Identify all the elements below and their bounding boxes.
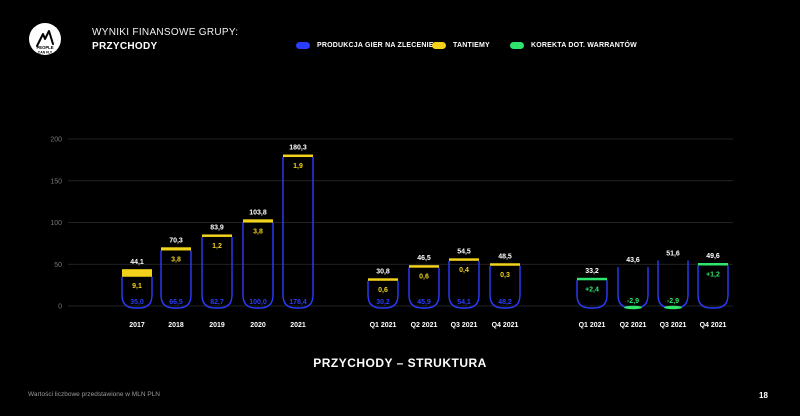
production-label: 35,0 — [130, 299, 144, 306]
bar-production — [576, 280, 608, 309]
y-tick-label: 100 — [50, 220, 62, 227]
y-tick-label: 0 — [58, 304, 62, 311]
total-label: 48,5 — [498, 253, 512, 260]
total-label: 103,8 — [249, 209, 267, 216]
x-tick-label: Q3 2021 — [660, 322, 687, 329]
bar-production — [448, 260, 480, 309]
legend-label-production: PRODUKCJA GIER NA ZLECENIE — [317, 42, 434, 49]
legend-label-royalties: TANTIEMY — [453, 42, 490, 49]
legend-item-warrants: KOREKTA DOT. WARRANTÓW — [510, 42, 637, 49]
x-tick-label: Q4 2021 — [700, 322, 727, 329]
bar-production — [489, 265, 521, 309]
production-label: 30,2 — [376, 299, 390, 306]
y-tick-label: 50 — [54, 262, 62, 269]
royalties-label: 3,8 — [171, 256, 181, 263]
labels-layer: 44,1 9,1 35,0 2017 70,3 3,8 66,5 2018 83,9 1,2 82,… — [129, 145, 726, 329]
total-label: 30,8 — [376, 268, 390, 275]
royalties-label: 1,2 — [212, 243, 222, 250]
warrants-label: +2,4 — [585, 286, 599, 293]
page-number: 18 — [759, 391, 768, 400]
x-tick-label: Q2 2021 — [411, 322, 438, 329]
total-label: 51,6 — [666, 250, 680, 257]
bar-royalties — [243, 219, 273, 223]
bars-layer — [121, 154, 729, 310]
royalties-label: 1,9 — [293, 163, 303, 170]
y-tick-label: 200 — [50, 137, 62, 144]
company-logo: PEOPLE CAN FLY — [29, 23, 61, 55]
x-tick-label: Q2 2021 — [620, 322, 647, 329]
bar-production — [697, 265, 729, 309]
bar-warrants — [624, 305, 642, 310]
header-subtitle: PRZYCHODY — [92, 41, 158, 52]
x-tick-label: Q4 2021 — [492, 322, 519, 329]
total-label: 70,3 — [169, 237, 183, 244]
production-label: 48,2 — [498, 299, 512, 306]
warrants-label: -2,9 — [627, 298, 639, 305]
bar-production — [121, 276, 153, 309]
total-label: 33,2 — [585, 268, 599, 275]
royalties-label: 0,3 — [500, 272, 510, 279]
y-tick-label: 150 — [50, 178, 62, 185]
legend-swatch-warrants — [510, 42, 524, 49]
chart-title: PRZYCHODY – STRUKTURA — [313, 356, 487, 370]
production-label: 66,5 — [169, 299, 183, 306]
bar-warrants — [698, 263, 728, 266]
x-tick-label: Q3 2021 — [451, 322, 478, 329]
bar-warrants — [664, 305, 682, 310]
royalties-label: 9,1 — [132, 283, 142, 290]
x-tick-label: 2020 — [250, 322, 266, 329]
total-label: 49,6 — [706, 253, 720, 260]
royalties-label: 3,8 — [253, 229, 263, 236]
bar-production — [160, 250, 192, 309]
total-label: 44,1 — [130, 259, 144, 266]
bar-production — [242, 222, 274, 309]
logo-text-bottom: CAN FLY — [38, 51, 53, 55]
bar-production — [201, 236, 233, 309]
royalties-label: 0,6 — [419, 274, 429, 281]
bar-production — [408, 267, 440, 309]
x-tick-label: Q1 2021 — [579, 322, 606, 329]
total-label: 46,5 — [417, 255, 431, 262]
legend-swatch-production — [296, 42, 310, 49]
bar-royalties — [122, 269, 152, 277]
legend-item-production: PRODUKCJA GIER NA ZLECENIE — [296, 42, 434, 49]
legend-label-warrants: KOREKTA DOT. WARRANTÓW — [531, 42, 637, 49]
bar-warrants — [577, 277, 607, 281]
bar-production — [367, 280, 399, 309]
x-tick-label: 2018 — [168, 322, 184, 329]
total-label: 83,9 — [210, 224, 224, 231]
x-tick-label: 2019 — [209, 322, 225, 329]
bar-royalties — [449, 258, 479, 261]
total-label: 54,5 — [457, 248, 471, 255]
production-label: 45,9 — [417, 299, 431, 306]
grid-layer: 0 50 100 150 200 — [50, 137, 733, 311]
royalties-label: 0,6 — [378, 287, 388, 294]
total-label: 43,6 — [626, 257, 640, 264]
logo-text-top: PEOPLE — [37, 45, 54, 50]
x-tick-label: 2021 — [290, 322, 306, 329]
header-title: WYNIKI FINANSOWE GRUPY: — [92, 27, 239, 38]
bar-royalties — [161, 247, 191, 251]
bar-royalties — [283, 154, 313, 158]
footnote: Wartości liczbowe przedstawione w MLN PL… — [28, 391, 160, 398]
legend-item-royalties: TANTIEMY — [432, 42, 490, 49]
total-label: 180,3 — [289, 145, 307, 152]
x-tick-label: 2017 — [129, 322, 145, 329]
royalties-label: 0,4 — [459, 267, 469, 274]
production-label: 178,4 — [289, 299, 307, 306]
bar-royalties — [409, 265, 439, 268]
legend-swatch-royalties — [432, 42, 446, 49]
bar-royalties — [368, 278, 398, 281]
warrants-label: -2,9 — [667, 298, 679, 305]
bar-production — [282, 157, 314, 309]
bar-royalties — [202, 234, 232, 237]
bar-royalties — [490, 263, 520, 266]
warrants-label: +1,2 — [706, 272, 720, 279]
production-label: 82,7 — [210, 299, 224, 306]
production-label: 54,1 — [457, 299, 471, 306]
x-tick-label: Q1 2021 — [370, 322, 397, 329]
production-label: 100,0 — [249, 299, 267, 306]
